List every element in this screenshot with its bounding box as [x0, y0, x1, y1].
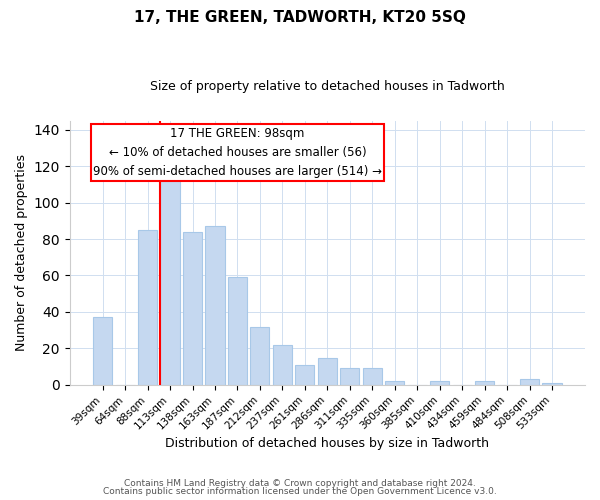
Bar	[542, 383, 562, 385]
Bar	[273, 345, 292, 385]
X-axis label: Distribution of detached houses by size in Tadworth: Distribution of detached houses by size …	[166, 437, 490, 450]
Bar	[520, 380, 539, 385]
Bar	[318, 358, 337, 385]
Text: Contains HM Land Registry data © Crown copyright and database right 2024.: Contains HM Land Registry data © Crown c…	[124, 478, 476, 488]
Bar	[183, 232, 202, 385]
Text: 17 THE GREEN: 98sqm
← 10% of detached houses are smaller (56)
90% of semi-detach: 17 THE GREEN: 98sqm ← 10% of detached ho…	[93, 127, 382, 178]
Bar	[430, 381, 449, 385]
Bar	[363, 368, 382, 385]
Text: Contains public sector information licensed under the Open Government Licence v3: Contains public sector information licen…	[103, 487, 497, 496]
Bar	[205, 226, 224, 385]
Bar	[93, 318, 112, 385]
Y-axis label: Number of detached properties: Number of detached properties	[15, 154, 28, 351]
Bar	[385, 381, 404, 385]
Bar	[250, 326, 269, 385]
FancyBboxPatch shape	[91, 124, 383, 180]
Title: Size of property relative to detached houses in Tadworth: Size of property relative to detached ho…	[150, 80, 505, 93]
Bar	[228, 278, 247, 385]
Bar	[295, 365, 314, 385]
Bar	[340, 368, 359, 385]
Bar	[138, 230, 157, 385]
Bar	[475, 381, 494, 385]
Bar	[160, 172, 179, 385]
Text: 17, THE GREEN, TADWORTH, KT20 5SQ: 17, THE GREEN, TADWORTH, KT20 5SQ	[134, 10, 466, 25]
